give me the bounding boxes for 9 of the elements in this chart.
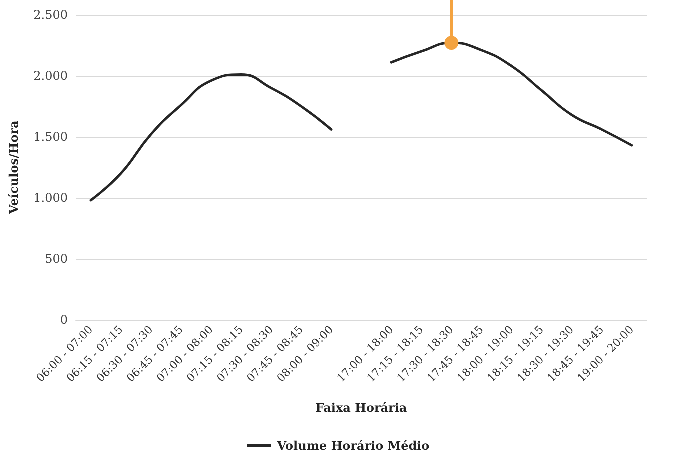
y-tick-label: 1.500 xyxy=(34,130,68,144)
y-tick-label: 500 xyxy=(45,252,68,266)
y-tick-label: 0 xyxy=(60,313,68,327)
y-tick-label: 2.000 xyxy=(34,69,68,83)
y-tick-label: 2.500 xyxy=(34,8,68,22)
x-axis-title: Faixa Horária xyxy=(316,401,408,415)
y-axis-title: Veículos/Hora xyxy=(7,120,21,216)
legend-label: Volume Horário Médio xyxy=(276,439,430,453)
y-tick-label: 1.000 xyxy=(34,191,68,205)
